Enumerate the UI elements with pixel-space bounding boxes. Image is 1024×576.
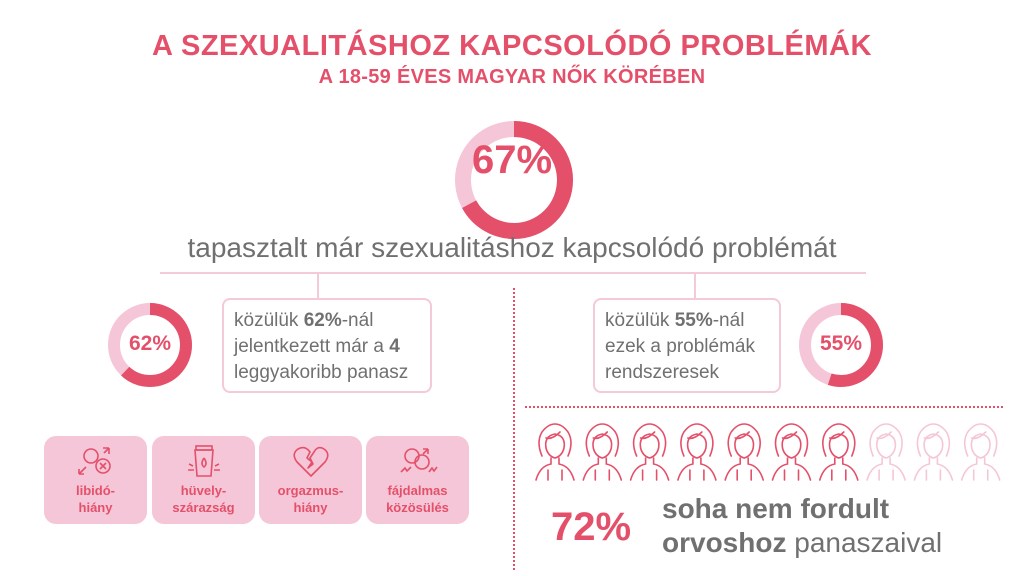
women-figures-row xyxy=(535,423,1001,481)
broken-heart-icon xyxy=(292,446,329,477)
right-callout: közülük 55%-nál ezek a problémák rendsze… xyxy=(593,298,781,393)
main-donut-arc xyxy=(455,121,573,239)
complaint-label: libidó-hiány xyxy=(44,482,147,516)
doctor-text-bold: soha nem fordult orvoshoz xyxy=(662,493,890,558)
dotted-divider-horizontal xyxy=(525,406,1003,408)
doctor-stat-text: soha nem fordult orvoshoz panaszaival xyxy=(662,492,982,560)
left-text-suffix: leggyakoribb panasz xyxy=(234,362,409,383)
right-donut-chart xyxy=(799,303,883,387)
woman-icon xyxy=(866,423,906,481)
right-donut-arc xyxy=(799,303,883,387)
complaint-label: hüvely-szárazság xyxy=(152,482,255,516)
woman-icon xyxy=(535,423,575,481)
right-percent-label: 55% xyxy=(819,332,863,355)
complaint-line2: hiány xyxy=(293,500,328,515)
complaint-tile-dryness: hüvely-szárazság xyxy=(152,436,255,524)
main-donut-chart xyxy=(455,121,573,239)
right-text-prefix: közülük xyxy=(605,310,675,331)
complaint-line2: közösülés xyxy=(386,500,449,515)
complaint-line1: fájdalmas xyxy=(387,483,448,498)
woman-icon xyxy=(913,423,954,481)
complaint-line1: hüvely- xyxy=(180,483,227,498)
woman-icon xyxy=(582,423,623,481)
doctor-percent-label: 72% xyxy=(551,505,632,549)
woman-icon xyxy=(818,423,859,481)
complaint-tile-orgasm: orgazmus-hiány xyxy=(259,436,362,524)
main-stat-text: tapasztalt már szexualitáshoz kapcsolódó… xyxy=(187,232,837,263)
divider-line xyxy=(160,272,866,274)
complaint-tile-libido: libidó-hiány xyxy=(44,436,147,524)
lubricant-tube-icon xyxy=(187,445,220,477)
complaint-label: orgazmus-hiány xyxy=(259,482,362,516)
left-text-mid: -nál jelentkezett már a xyxy=(234,310,390,357)
left-text-bold2: 4 xyxy=(389,336,400,357)
left-donut-chart xyxy=(108,303,192,387)
connector-right xyxy=(694,272,696,300)
woman-icon xyxy=(629,423,670,481)
woman-icon xyxy=(771,423,812,481)
connector-left xyxy=(317,272,319,300)
woman-icon xyxy=(960,423,1001,481)
woman-icon xyxy=(724,423,764,481)
pain-gender-icon xyxy=(399,448,438,473)
complaint-label: fájdalmas közösülés xyxy=(366,482,469,516)
left-donut-arc xyxy=(108,303,192,387)
dotted-divider-vertical xyxy=(513,288,515,570)
page-subtitle: A 18-59 ÉVES MAGYAR NŐK KÖRÉBEN xyxy=(318,66,706,88)
complaint-tile-pain: fájdalmas közösülés xyxy=(366,436,469,524)
main-percent-label: 67% xyxy=(471,138,553,182)
left-callout: közülük 62%-nál jelentkezett már a 4 leg… xyxy=(222,298,432,393)
right-text-bold: 55% xyxy=(674,310,713,331)
left-text-bold1: 62% xyxy=(303,310,342,331)
complaint-line2: hiány xyxy=(78,500,113,515)
complaint-line1: orgazmus- xyxy=(277,483,344,498)
gender-decline-icon xyxy=(77,447,111,475)
woman-icon xyxy=(677,423,717,481)
complaint-line2: szárazság xyxy=(172,500,235,515)
complaint-line1: libidó- xyxy=(76,483,115,498)
page-title: A SZEXUALITÁSHOZ KAPCSOLÓDÓ PROBLÉMÁK xyxy=(152,30,872,62)
left-text-prefix: közülük xyxy=(234,310,304,331)
doctor-text-rest: panaszaival xyxy=(786,527,943,558)
left-percent-label: 62% xyxy=(128,332,172,355)
right-text-suffix: -nál ezek a problémák rendszeresek xyxy=(605,310,755,383)
